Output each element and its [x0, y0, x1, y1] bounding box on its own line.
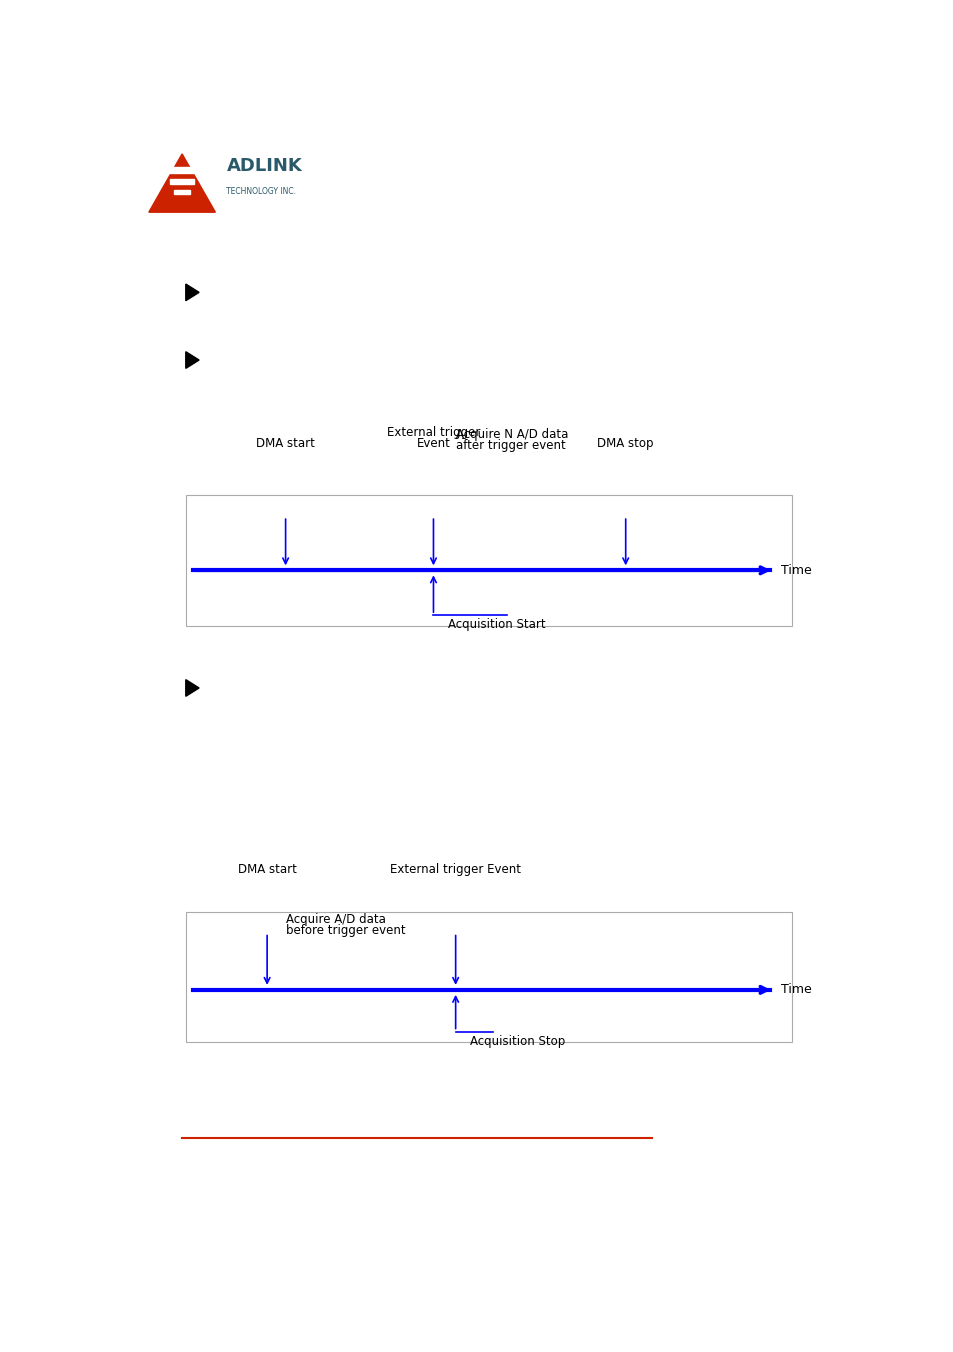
Text: Time: Time [781, 983, 811, 996]
Text: Event: Event [416, 437, 450, 450]
FancyBboxPatch shape [173, 189, 190, 193]
FancyBboxPatch shape [170, 180, 194, 184]
Text: Acquisition Stop: Acquisition Stop [470, 1034, 565, 1048]
Polygon shape [186, 352, 199, 368]
Text: TECHNOLOGY INC.: TECHNOLOGY INC. [226, 187, 296, 196]
Polygon shape [149, 154, 215, 212]
Text: after trigger event: after trigger event [456, 438, 565, 452]
Text: before trigger event: before trigger event [285, 923, 405, 937]
FancyBboxPatch shape [186, 495, 791, 626]
Text: Acquire N A/D data: Acquire N A/D data [456, 429, 567, 441]
FancyBboxPatch shape [186, 911, 791, 1042]
Text: DMA start: DMA start [256, 437, 314, 450]
Text: Acquisition Start: Acquisition Start [448, 618, 545, 631]
Polygon shape [186, 680, 199, 696]
Text: External trigger Event: External trigger Event [390, 864, 520, 876]
FancyBboxPatch shape [165, 168, 198, 173]
Text: External trigger: External trigger [386, 426, 479, 439]
Polygon shape [186, 284, 199, 300]
Text: Acquire A/D data: Acquire A/D data [285, 914, 385, 926]
Text: DMA stop: DMA stop [597, 437, 653, 450]
Text: Time: Time [781, 564, 811, 577]
Text: DMA start: DMA start [237, 864, 296, 876]
Text: ADLINK: ADLINK [226, 157, 302, 174]
